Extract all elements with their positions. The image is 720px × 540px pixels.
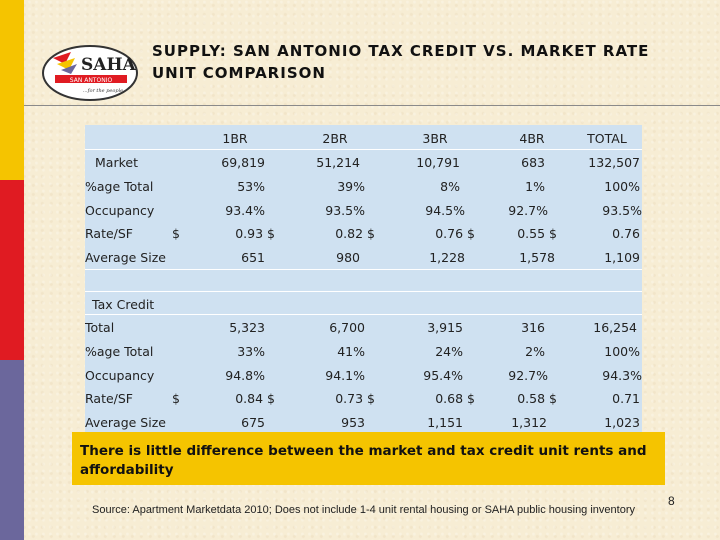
header-1br: 1BR bbox=[222, 131, 248, 146]
taxcredit-pct-3br: 24% bbox=[435, 344, 463, 359]
header-4br: 4BR bbox=[519, 131, 545, 146]
source-note: Source: Apartment Marketdata 2010; Does … bbox=[92, 504, 635, 516]
taxcredit-occ-3br: 95.4% bbox=[423, 368, 463, 383]
market-rate-label: Rate/SF bbox=[85, 226, 133, 241]
market-rate-currency: $ bbox=[172, 226, 180, 241]
taxcredit-occ-label: Occupancy bbox=[85, 368, 155, 383]
market-pct-1br: 53% bbox=[237, 179, 265, 194]
taxcredit-occ-2br: 94.1% bbox=[325, 368, 365, 383]
taxcredit-rate-currency: $ bbox=[172, 391, 180, 406]
market-rate-1br: 0.93 $ bbox=[235, 226, 275, 241]
market-occ-total: 93.5% bbox=[602, 203, 642, 218]
taxcredit-occ-1br: 94.8% bbox=[225, 368, 265, 383]
market-pct-4br: 1% bbox=[525, 179, 545, 194]
saha-logo: SAHA SAN ANTONIO ...for the people bbox=[41, 44, 139, 102]
market-occ-3br: 94.5% bbox=[425, 203, 465, 218]
accent-band-red bbox=[0, 180, 24, 360]
market-pct-label: %age Total bbox=[85, 179, 154, 194]
market-size-2br: 980 bbox=[336, 250, 360, 265]
taxcredit-rate-1br: 0.84 $ bbox=[235, 391, 275, 406]
market-total-1br: 69,819 bbox=[221, 155, 265, 170]
taxcredit-total-1br: 5,323 bbox=[229, 320, 265, 335]
market-size-3br: 1,228 bbox=[429, 250, 465, 265]
market-pct-3br: 8% bbox=[440, 179, 460, 194]
market-total-2br: 51,214 bbox=[316, 155, 360, 170]
taxcredit-pct-1br: 33% bbox=[237, 344, 265, 359]
svg-text:...for the people: ...for the people bbox=[83, 88, 123, 94]
page-number: 8 bbox=[668, 494, 675, 508]
summary-callout: There is little difference between the m… bbox=[72, 432, 665, 485]
taxcredit-size-3br: 1,151 bbox=[427, 415, 463, 430]
header-divider bbox=[24, 105, 720, 106]
taxcredit-rate-2br: 0.73 $ bbox=[335, 391, 375, 406]
header-3br: 3BR bbox=[422, 131, 448, 146]
taxcredit-rate-3br: 0.68 $ bbox=[435, 391, 475, 406]
market-occ-1br: 93.4% bbox=[225, 203, 265, 218]
title-line-2: UNIT COMPARISON bbox=[152, 64, 326, 82]
row-divider bbox=[85, 269, 642, 270]
accent-band-yellow bbox=[0, 0, 24, 180]
taxcredit-size-label: Average Size bbox=[85, 415, 166, 430]
comparison-table: 1BR 2BR 3BR 4BR TOTAL Market 69,819 51,2… bbox=[85, 125, 642, 432]
header-2br: 2BR bbox=[322, 131, 348, 146]
market-occ-2br: 93.5% bbox=[325, 203, 365, 218]
taxcredit-occ-total: 94.3% bbox=[602, 368, 642, 383]
taxcredit-pct-label: %age Total bbox=[85, 344, 154, 359]
market-size-label: Average Size bbox=[85, 250, 166, 265]
market-rate-total: 0.76 bbox=[612, 226, 640, 241]
market-size-total: 1,109 bbox=[604, 250, 640, 265]
taxcredit-occ-4br: 92.7% bbox=[508, 368, 548, 383]
taxcredit-pct-total: 100% bbox=[604, 344, 640, 359]
taxcredit-total-2br: 6,700 bbox=[329, 320, 365, 335]
row-divider bbox=[85, 149, 642, 150]
market-size-4br: 1,578 bbox=[519, 250, 555, 265]
taxcredit-pct-4br: 2% bbox=[525, 344, 545, 359]
market-total-3br: 10,791 bbox=[416, 155, 460, 170]
market-occ-label: Occupancy bbox=[85, 203, 155, 218]
taxcredit-size-4br: 1,312 bbox=[511, 415, 547, 430]
taxcredit-total-label: Total bbox=[85, 320, 115, 335]
taxcredit-rate-label: Rate/SF bbox=[85, 391, 133, 406]
market-label: Market bbox=[95, 155, 138, 170]
page-title: SUPPLY: SAN ANTONIO TAX CREDIT VS. MARKE… bbox=[152, 40, 712, 84]
market-pct-2br: 39% bbox=[337, 179, 365, 194]
table-background bbox=[85, 125, 642, 432]
taxcredit-size-1br: 675 bbox=[241, 415, 265, 430]
svg-text:SAHA: SAHA bbox=[81, 55, 137, 75]
header-total: TOTAL bbox=[587, 131, 627, 146]
taxcredit-size-total: 1,023 bbox=[604, 415, 640, 430]
market-occ-4br: 92.7% bbox=[508, 203, 548, 218]
taxcredit-total-total: 16,254 bbox=[593, 320, 637, 335]
market-rate-3br: 0.76 $ bbox=[435, 226, 475, 241]
row-divider bbox=[85, 314, 642, 315]
taxcredit-rate-4br: 0.58 $ bbox=[517, 391, 557, 406]
taxcredit-size-2br: 953 bbox=[341, 415, 365, 430]
taxcredit-total-4br: 316 bbox=[521, 320, 545, 335]
market-total-4br: 683 bbox=[521, 155, 545, 170]
market-pct-total: 100% bbox=[604, 179, 640, 194]
market-rate-2br: 0.82 $ bbox=[335, 226, 375, 241]
taxcredit-label: Tax Credit bbox=[92, 297, 155, 312]
accent-band-purple bbox=[0, 360, 24, 540]
taxcredit-pct-2br: 41% bbox=[337, 344, 365, 359]
taxcredit-rate-total: 0.71 bbox=[612, 391, 640, 406]
svg-text:SAN ANTONIO: SAN ANTONIO bbox=[70, 77, 113, 84]
market-total-total: 132,507 bbox=[588, 155, 640, 170]
market-size-1br: 651 bbox=[241, 250, 265, 265]
market-rate-4br: 0.55 $ bbox=[517, 226, 557, 241]
row-divider bbox=[85, 291, 642, 292]
title-line-1: SUPPLY: SAN ANTONIO TAX CREDIT VS. MARKE… bbox=[152, 42, 650, 60]
taxcredit-total-3br: 3,915 bbox=[427, 320, 463, 335]
